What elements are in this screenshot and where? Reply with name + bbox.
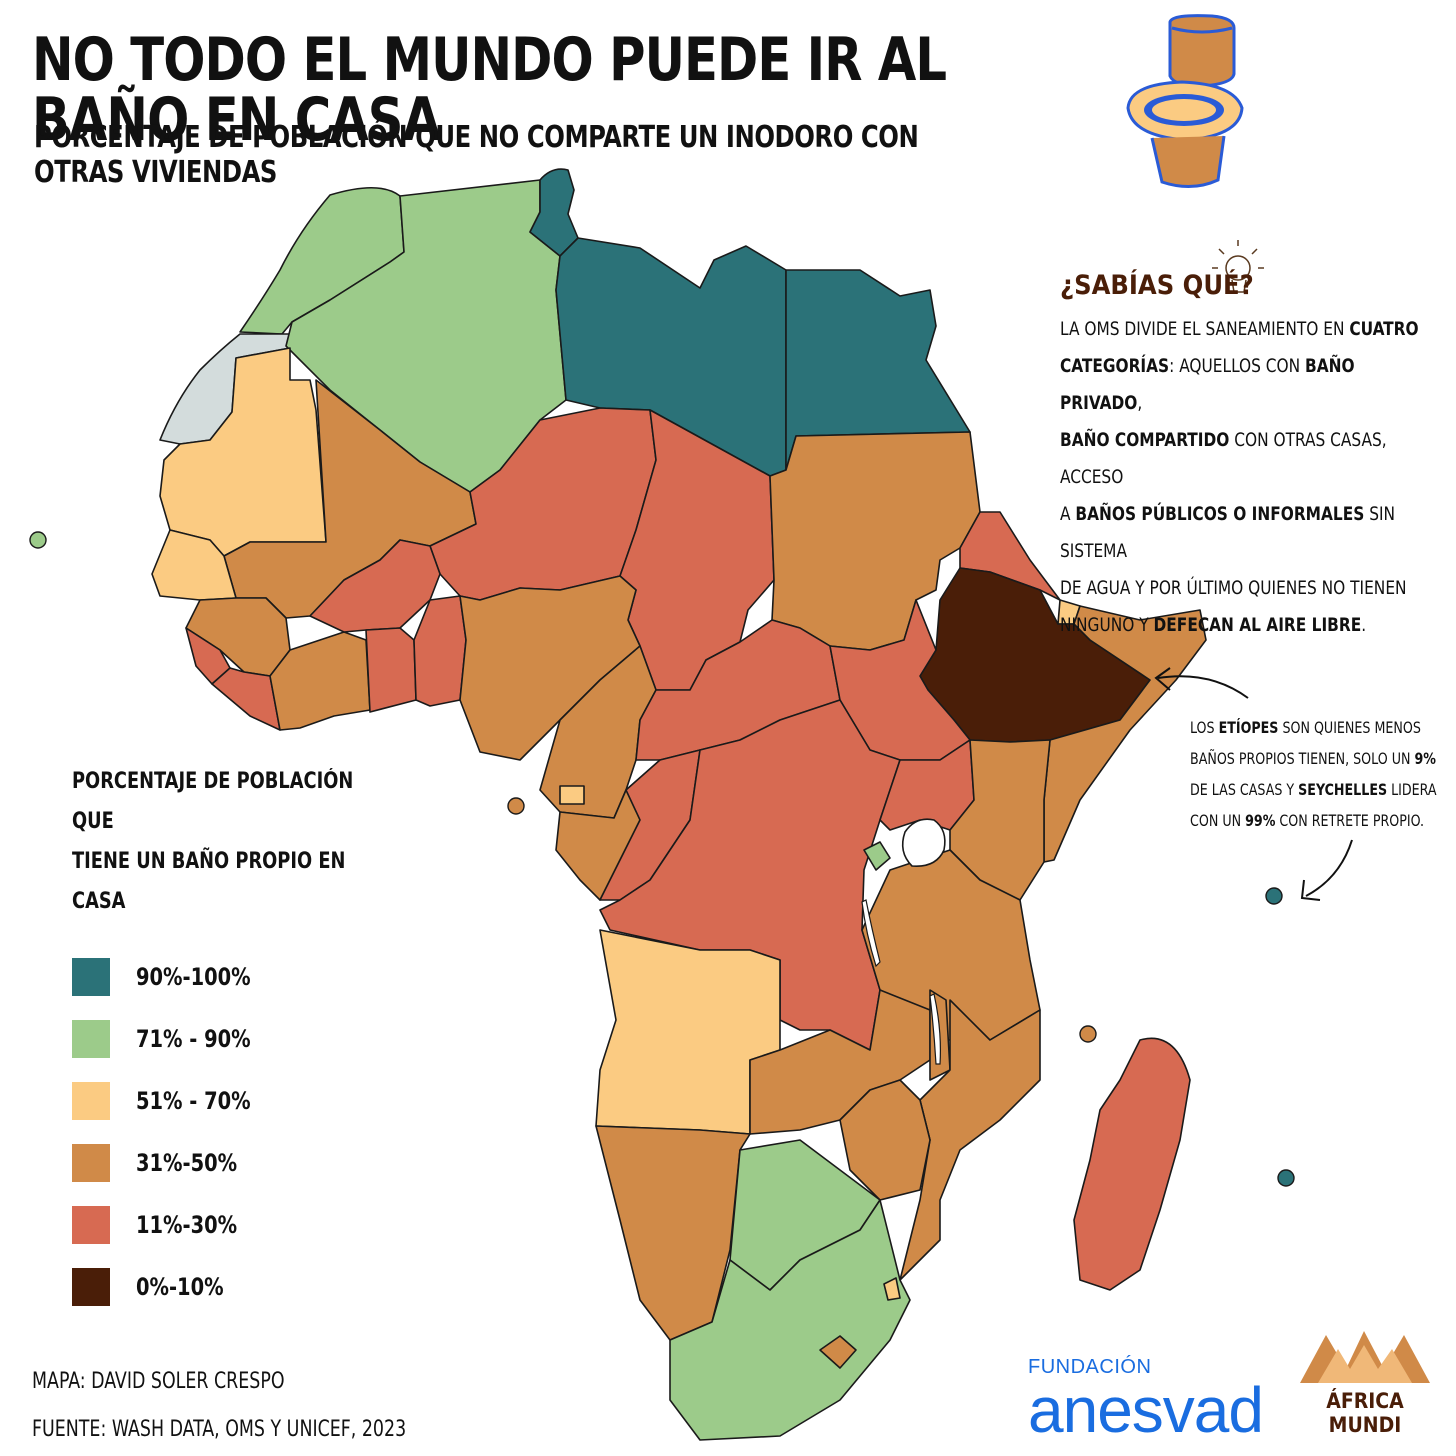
country-togo-benin [413,595,467,707]
info-title: ¿SABÍAS QUÉ? [1060,270,1254,301]
map-title: NO TODO EL MUNDO PUEDE IR AL BAÑO EN CAS… [32,25,947,155]
africa-mundi-logo: ÁFRICA MUNDI [1300,1325,1430,1437]
ethiopia-callout: LOS ETÍOPES SON QUIENES MENOS BAÑOS PROPI… [1190,712,1445,836]
legend-item: 11%-30% [72,1194,402,1256]
text-line: LOS ETÍOPES SON QUIENES MENOS [1190,718,1421,737]
legend-label: 0%-10% [136,1273,224,1301]
info-body: LA OMS DIVIDE EL SANEAMIENTO EN CUATRO CA… [1060,311,1438,644]
africa-mundi-line2: MUNDI [1328,1413,1402,1437]
text-line: DE LAS CASAS Y SEYCHELLES LIDERA [1190,780,1437,799]
info-box: ¿SABÍAS QUÉ? LA OMS DIVIDE EL SANEAMIENT… [1060,270,1450,644]
country-lesotho [819,1335,857,1369]
legend-item: 51% - 70% [72,1070,402,1132]
country-ghana [365,627,417,713]
legend-swatch [72,1206,110,1244]
country-south-africa [669,1199,911,1441]
legend-label: 31%-50% [136,1149,238,1177]
anesvad-logo: FUNDACIÓN anesvad [1028,1356,1264,1446]
country-burkina-faso [309,539,441,633]
toilet-icon [1126,14,1244,188]
credit-source: FUENTE: WASH DATA, OMS Y UNICEF, 2023 [32,1417,407,1442]
legend: PORCENTAJE DE POBLACIÓN QUE TIENE UN BAÑ… [72,762,402,1318]
anesvad-logo-small: FUNDACIÓN [1028,1356,1152,1378]
text-line: A BAÑOS PÚBLICOS O INFORMALES SIN SISTEM… [1060,503,1396,562]
callout-arrow-seychelles [1305,839,1353,897]
legend-title-line2: TIENE UN BAÑO PROPIO EN CASA [72,849,346,914]
legend-swatch [72,1020,110,1058]
country-morocco [239,186,405,335]
mountains-icon [1300,1331,1430,1383]
legend-swatch [72,1268,110,1306]
legend-label: 11%-30% [136,1211,238,1239]
legend-swatch [72,958,110,996]
legend-label: 51% - 70% [136,1087,251,1115]
sao-tome-island [507,797,525,815]
country-rwanda [863,841,891,871]
legend-swatch [72,1082,110,1120]
credit-map: MAPA: DAVID SOLER CRESPO [32,1369,285,1394]
country-equatorial-guinea [559,785,585,805]
text-line: CATEGORÍAS: AQUELLOS CON BAÑO PRIVADO, [1060,355,1355,414]
country-zimbabwe [839,1079,931,1201]
text-line: CON UN 99% CON RETRETE PROPIO. [1190,811,1425,830]
legend-label: 90%-100% [136,963,251,991]
text-line: NINGUNO Y DEFECAN AL AIRE LIBRE. [1060,614,1367,636]
credits: MAPA: DAVID SOLER CRESPO FUENTE: WASH DA… [32,1358,472,1454]
cape-verde-island [29,531,47,549]
lake-malawi [929,993,941,1065]
legend-item: 71% - 90% [72,1008,402,1070]
lake-tanganyika [861,899,881,968]
comoros-island [1079,1025,1097,1043]
legend-title-line1: PORCENTAJE DE POBLACIÓN QUE [72,769,354,834]
country-namibia [595,1125,751,1341]
country-mauritania [159,347,327,557]
text-line: BAÑO COMPARTIDO CON OTRAS CASAS, ACCESO [1060,429,1387,488]
country-madagascar [1073,1037,1191,1291]
mauritius-island [1277,1169,1295,1187]
legend-title: PORCENTAJE DE POBLACIÓN QUE TIENE UN BAÑ… [72,762,369,922]
anesvad-logo-big: anesvad [1028,1374,1264,1446]
lightbulb-icon [1212,240,1264,293]
country-cote-divoire [269,631,371,731]
legend-item: 0%-10% [72,1256,402,1318]
country-tunisia [529,168,579,257]
legend-label: 71% - 90% [136,1025,251,1053]
callout-arrow-ethiopia [1157,675,1249,699]
legend-items: 90%-100% 71% - 90% 51% - 70% 31%-50% 11%-30%… [72,946,402,1318]
text-line: DE AGUA Y POR ÚLTIMO QUIENES NO TIENEN [1060,577,1407,599]
text-line: BAÑOS PROPIOS TIENEN, SOLO UN 9% [1190,749,1436,768]
africa-mundi-line1: ÁFRICA [1326,1389,1404,1413]
text-line: LA OMS DIVIDE EL SANEAMIENTO EN CUATRO [1060,318,1419,340]
map-subtitle: PORCENTAJE DE POBLACIÓN QUE NO COMPARTE … [34,120,919,190]
country-eswatini [883,1277,901,1301]
lake-victoria [901,818,946,867]
legend-item: 31%-50% [72,1132,402,1194]
legend-swatch [72,1144,110,1182]
legend-item: 90%-100% [72,946,402,1008]
seychelles-island [1265,887,1283,905]
